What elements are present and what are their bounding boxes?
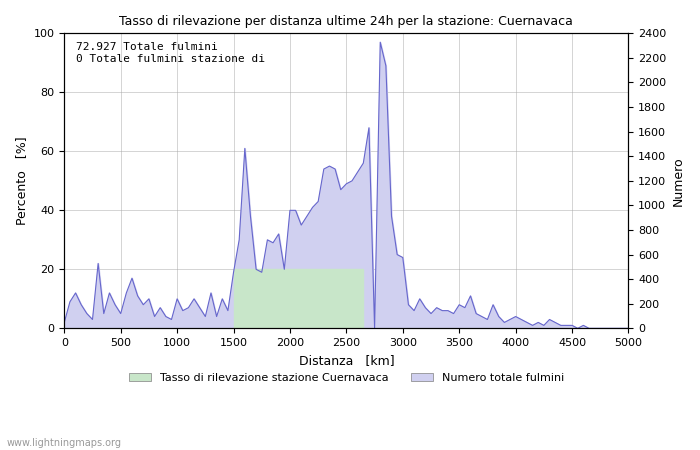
Legend: Tasso di rilevazione stazione Cuernavaca, Numero totale fulmini: Tasso di rilevazione stazione Cuernavaca… bbox=[125, 369, 568, 387]
X-axis label: Distanza   [km]: Distanza [km] bbox=[299, 354, 394, 367]
Y-axis label: Numero: Numero bbox=[672, 156, 685, 206]
Text: 72.927 Totale fulmini
0 Totale fulmini stazione di: 72.927 Totale fulmini 0 Totale fulmini s… bbox=[76, 42, 265, 64]
Text: www.lightningmaps.org: www.lightningmaps.org bbox=[7, 437, 122, 447]
Title: Tasso di rilevazione per distanza ultime 24h per la stazione: Cuernavaca: Tasso di rilevazione per distanza ultime… bbox=[120, 15, 573, 28]
Y-axis label: Percento   [%]: Percento [%] bbox=[15, 136, 28, 225]
